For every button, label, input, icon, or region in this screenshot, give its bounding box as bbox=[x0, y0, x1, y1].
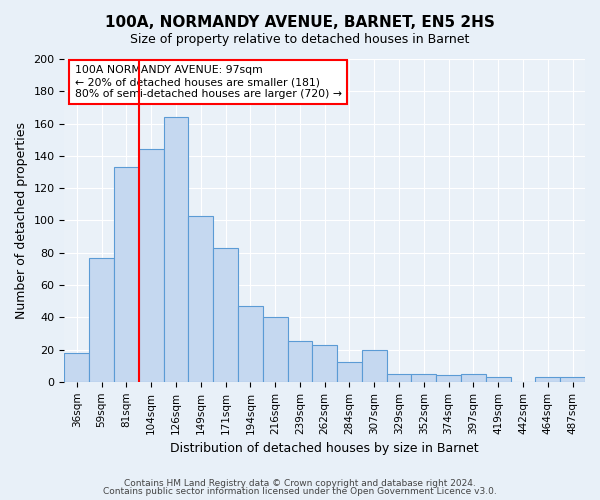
Bar bbox=[114, 167, 139, 382]
Y-axis label: Number of detached properties: Number of detached properties bbox=[15, 122, 28, 319]
Bar bbox=[164, 117, 188, 382]
Bar bbox=[238, 306, 263, 382]
Bar bbox=[89, 258, 114, 382]
Bar bbox=[461, 374, 486, 382]
Bar bbox=[436, 376, 461, 382]
Text: 100A, NORMANDY AVENUE, BARNET, EN5 2HS: 100A, NORMANDY AVENUE, BARNET, EN5 2HS bbox=[105, 15, 495, 30]
Bar bbox=[263, 318, 287, 382]
Bar bbox=[412, 374, 436, 382]
Bar bbox=[486, 377, 511, 382]
Text: Contains public sector information licensed under the Open Government Licence v3: Contains public sector information licen… bbox=[103, 487, 497, 496]
Bar bbox=[560, 377, 585, 382]
Bar bbox=[535, 377, 560, 382]
Bar bbox=[386, 374, 412, 382]
Bar bbox=[213, 248, 238, 382]
Text: Size of property relative to detached houses in Barnet: Size of property relative to detached ho… bbox=[130, 32, 470, 46]
Bar bbox=[362, 350, 386, 382]
Bar bbox=[287, 342, 313, 382]
Bar bbox=[337, 362, 362, 382]
Bar bbox=[188, 216, 213, 382]
X-axis label: Distribution of detached houses by size in Barnet: Distribution of detached houses by size … bbox=[170, 442, 479, 455]
Bar bbox=[64, 353, 89, 382]
Bar bbox=[313, 344, 337, 382]
Bar bbox=[139, 150, 164, 382]
Text: Contains HM Land Registry data © Crown copyright and database right 2024.: Contains HM Land Registry data © Crown c… bbox=[124, 478, 476, 488]
Text: 100A NORMANDY AVENUE: 97sqm
← 20% of detached houses are smaller (181)
80% of se: 100A NORMANDY AVENUE: 97sqm ← 20% of det… bbox=[75, 66, 342, 98]
